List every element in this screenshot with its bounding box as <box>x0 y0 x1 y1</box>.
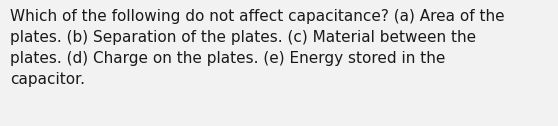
Text: Which of the following do not affect capacitance? (a) Area of the
plates. (b) Se: Which of the following do not affect cap… <box>10 9 504 87</box>
